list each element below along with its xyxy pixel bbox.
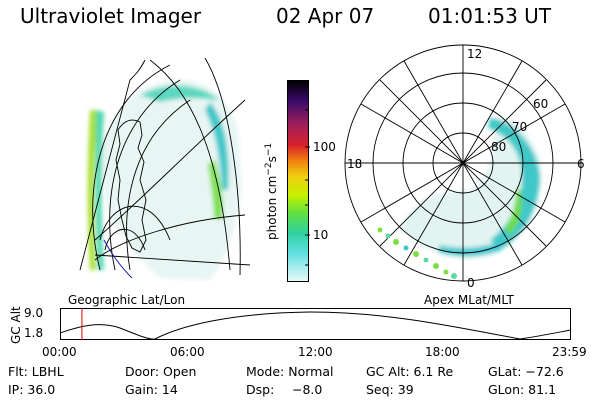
altitude-curve xyxy=(60,311,572,340)
coastline-blue xyxy=(103,239,133,279)
altitude-plot xyxy=(60,308,572,340)
geographic-grid xyxy=(79,57,251,276)
image-time: 01:01:53 UT xyxy=(428,4,552,28)
colorbar-tick-100: 100 xyxy=(313,140,336,154)
mlt-label-18: 18 xyxy=(347,157,363,171)
time-tick-2: 12:00 xyxy=(298,345,333,359)
glat-status: GLat: −72.6 xyxy=(488,364,564,379)
colorbar xyxy=(287,80,309,282)
seq-status: Seq: 39 xyxy=(366,382,414,397)
ip-status: IP: 36.0 xyxy=(8,382,56,397)
app-title: Ultraviolet Imager xyxy=(20,4,202,28)
gain-status: Gain: 14 xyxy=(125,382,178,397)
altitude-ylabel: GC Alt xyxy=(9,306,23,344)
altitude-ytick-high: 9.0 xyxy=(24,306,44,320)
coastline xyxy=(115,119,147,253)
time-tick-3: 18:00 xyxy=(425,345,460,359)
image-date: 02 Apr 07 xyxy=(276,4,375,28)
mode-status: Mode: Normal xyxy=(246,364,334,379)
mlt-label-12: 12 xyxy=(467,47,483,61)
dsp-value: −8.0 xyxy=(292,382,323,397)
dsp-label: Dsp: xyxy=(246,382,275,397)
polar-grid xyxy=(344,44,582,282)
colorbar-ticks xyxy=(305,109,310,266)
mlat-label-80: 80 xyxy=(491,140,507,154)
altitude-ytick-low: 1.8 xyxy=(24,326,44,340)
right-panel-caption: Apex MLat/MLT xyxy=(424,293,514,307)
mlt-label-0: 0 xyxy=(467,276,475,290)
left-panel-caption: Geographic Lat/Lon xyxy=(68,293,186,307)
colorbar-tick-10: 10 xyxy=(313,228,329,242)
polar-plot xyxy=(344,44,582,282)
unit-exp-1: −2 xyxy=(264,162,274,176)
gc-alt-status: GC Alt: 6.1 Re xyxy=(366,364,454,379)
glon-status: GLon: 81.1 xyxy=(488,382,557,397)
polar-dot-trail xyxy=(377,227,457,279)
door-status: Door: Open xyxy=(125,364,197,379)
time-tick-1: 06:00 xyxy=(170,345,205,359)
unit-s: s xyxy=(265,156,279,163)
time-tick-4: 23:59 xyxy=(552,345,587,359)
unit-exp-2: −1 xyxy=(264,142,274,157)
unit-text: photon cm xyxy=(265,175,279,240)
geographic-map xyxy=(79,57,251,280)
colorbar-unit-label: photon cm−2s−1 xyxy=(264,143,279,240)
mlt-label-6: 6 xyxy=(577,157,585,171)
mlat-label-70: 70 xyxy=(512,120,528,134)
mlat-label-60: 60 xyxy=(533,97,549,111)
filter-status: Flt: LBHL xyxy=(8,364,64,379)
time-tick-0: 00:00 xyxy=(42,345,77,359)
